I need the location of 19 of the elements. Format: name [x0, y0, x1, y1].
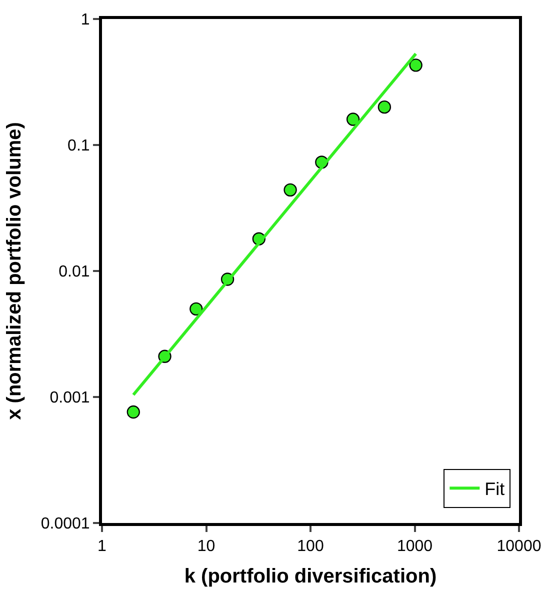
y-tick-label: 0.0001 — [40, 516, 90, 533]
legend-label: Fit — [484, 479, 505, 500]
point — [126, 405, 140, 419]
point — [409, 58, 422, 72]
y-tick-label: 1 — [80, 12, 90, 29]
point — [378, 100, 392, 114]
x-tick-label: 1 — [98, 538, 107, 556]
point — [346, 112, 360, 126]
y-tick-label: 0.1 — [68, 138, 90, 155]
y-axis-title: x (normalized portfolio volume) — [3, 122, 26, 420]
x-tick-label: 10 — [197, 538, 216, 556]
x-axis-title: k (portfolio diversification) — [184, 566, 437, 588]
point — [284, 183, 297, 197]
x-tick-label: 10000 — [496, 538, 542, 556]
y-tick-label: 0.01 — [58, 264, 90, 281]
y-tick-label: 0.001 — [50, 390, 90, 407]
x-tick-label: 1000 — [396, 538, 433, 556]
point — [190, 302, 203, 316]
x-tick-label: 100 — [297, 538, 324, 556]
